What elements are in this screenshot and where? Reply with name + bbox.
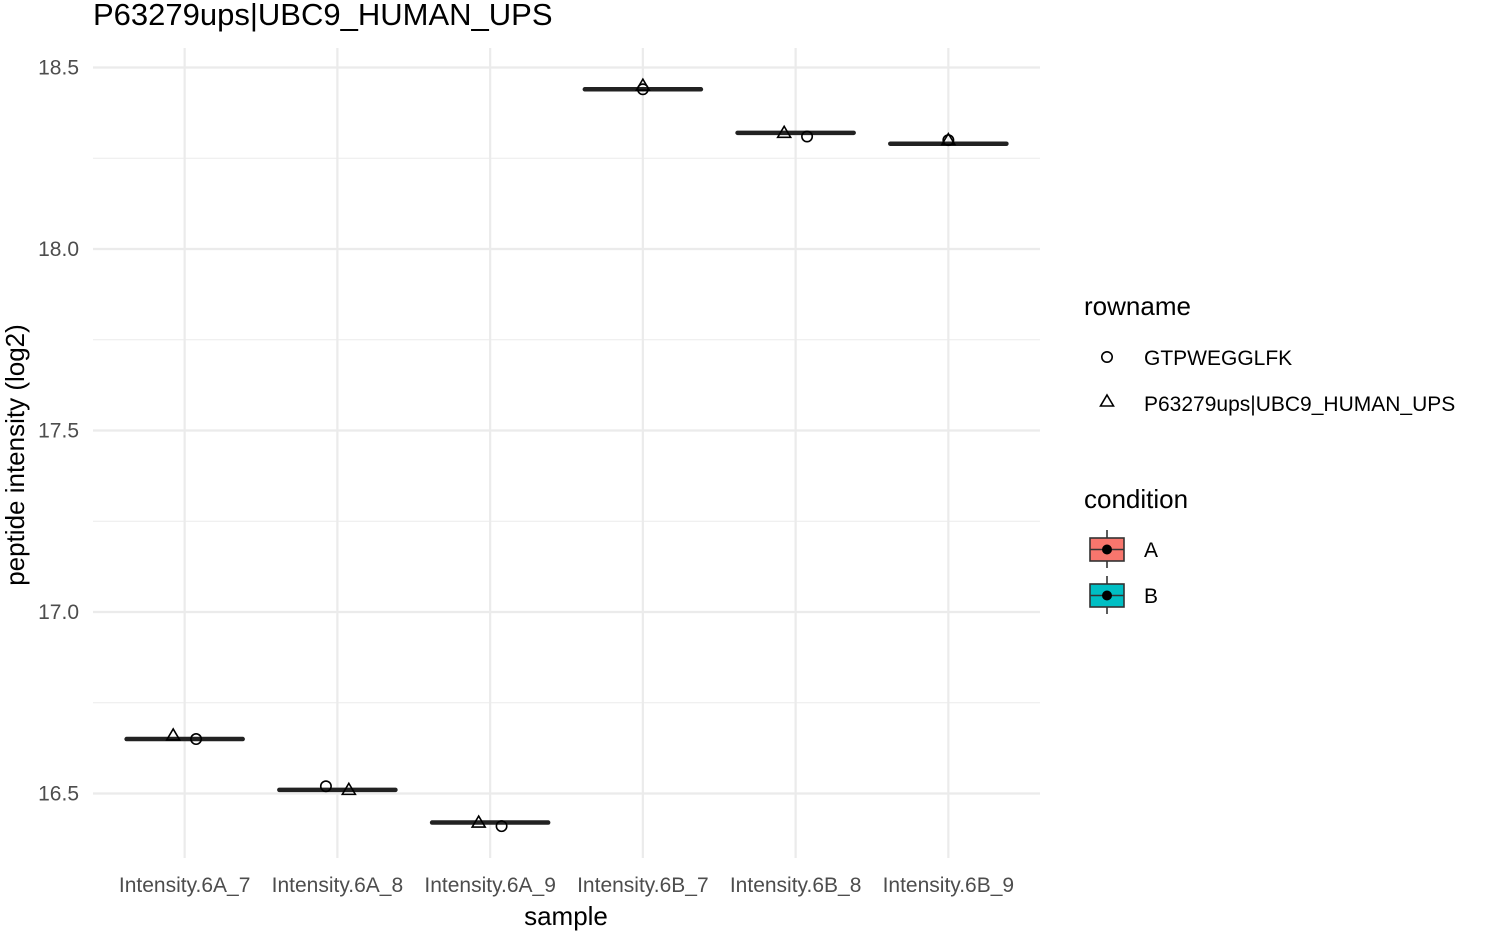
data-point	[165, 727, 182, 741]
legend-condition-label: B	[1144, 585, 1158, 608]
median-bars	[124, 87, 1009, 825]
data-point	[801, 130, 814, 143]
data-point	[340, 781, 357, 796]
legend-rowname-label: P63279ups|UBC9_HUMAN_UPS	[1144, 393, 1455, 416]
grid	[93, 48, 1040, 858]
x-tick-label: Intensity.6B_8	[730, 874, 862, 897]
data-point	[190, 733, 203, 746]
y-tick-label: 18.5	[38, 57, 79, 80]
legend-rowname-label: GTPWEGGLFK	[1144, 347, 1292, 370]
y-axis-ticks: 16.5 17.0 17.5 18.0 18.5	[38, 57, 79, 806]
circle-icon	[1101, 350, 1114, 363]
data-point	[319, 780, 332, 793]
data-point	[495, 820, 508, 833]
data-points	[165, 77, 957, 833]
data-point	[940, 132, 957, 146]
data-point	[470, 814, 487, 828]
legend-key-B	[1089, 576, 1125, 614]
x-tick-label: Intensity.6A_8	[272, 874, 404, 897]
triangle-icon	[1099, 393, 1115, 407]
legend-key-A	[1089, 530, 1125, 568]
data-point	[776, 124, 793, 139]
x-tick-label: Intensity.6B_9	[883, 874, 1015, 897]
x-axis-title: sample	[524, 901, 608, 931]
legend-condition-title: condition	[1084, 484, 1188, 514]
data-point	[634, 77, 651, 91]
x-tick-label: Intensity.6A_9	[424, 874, 556, 897]
y-tick-label: 18.0	[38, 238, 79, 261]
y-tick-label: 16.5	[38, 783, 79, 806]
x-axis-ticks: Intensity.6A_7 Intensity.6A_8 Intensity.6A…	[119, 874, 1014, 897]
chart-title: P63279ups|UBC9_HUMAN_UPS	[93, 0, 553, 32]
legend-rowname: rowname GTPWEGGLFK P63279ups|UBC9_HUMAN_…	[1084, 291, 1455, 416]
legend-condition-label: A	[1144, 539, 1158, 562]
y-tick-label: 17.0	[38, 601, 79, 624]
legend-rowname-title: rowname	[1084, 291, 1191, 321]
y-axis-title: peptide intensity (log2)	[0, 324, 30, 586]
legend-condition: condition A B	[1084, 484, 1188, 614]
y-tick-label: 17.5	[38, 420, 79, 443]
x-tick-label: Intensity.6B_7	[577, 874, 709, 897]
x-tick-label: Intensity.6A_7	[119, 874, 251, 897]
